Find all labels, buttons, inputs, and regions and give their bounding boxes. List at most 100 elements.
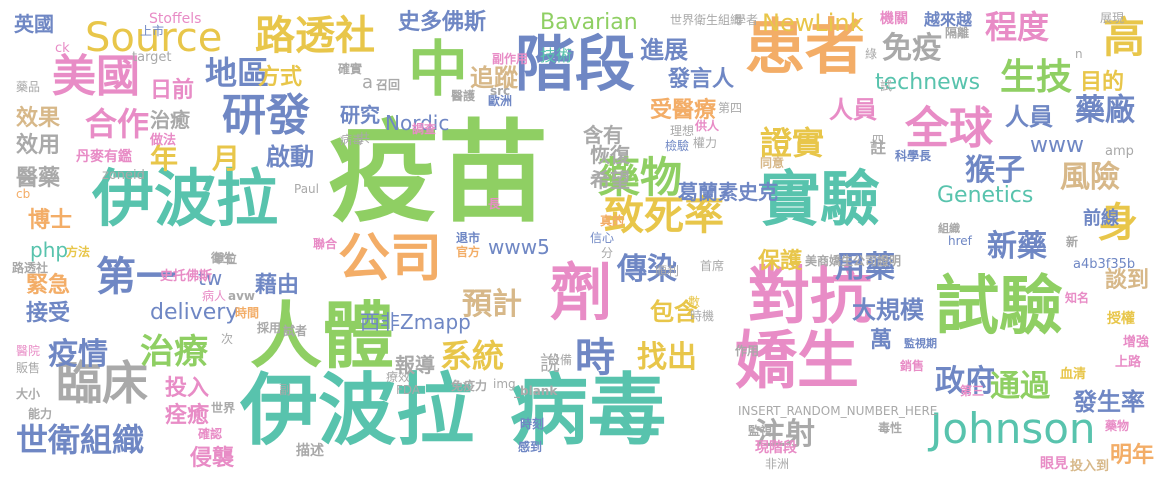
cloud-word: 病毒 [510, 366, 667, 456]
cloud-word: delivery [150, 300, 239, 325]
cloud-word: 副 [279, 383, 292, 397]
cloud-word: 生技 [1000, 57, 1073, 98]
cloud-word: 監視期 [904, 337, 937, 350]
cloud-word: 第三 [960, 384, 985, 398]
cloud-word: 目的 [1080, 70, 1125, 95]
cloud-word: 銷售 [900, 359, 925, 373]
cloud-word: 證實 [760, 124, 825, 162]
cloud-word: Bavarian [540, 10, 638, 35]
cloud-word: 知名 [1065, 291, 1090, 305]
cloud-word: 人員 [1005, 103, 1053, 131]
cloud-word: 前線 [1083, 208, 1119, 229]
cloud-word: target [132, 50, 172, 65]
cloud-word: 明年 [1110, 443, 1155, 468]
cloud-word: 新 [1066, 235, 1079, 249]
cloud-word: 保護 [758, 249, 803, 274]
cloud-word: 機關 [880, 11, 908, 27]
cloud-word: 衛生 [211, 251, 236, 265]
cloud-word: _blank [514, 384, 558, 398]
cloud-word: 能力 [28, 407, 53, 421]
cloud-word: 同意 [760, 156, 785, 170]
cloud-word: www5 [488, 235, 550, 259]
cloud-word: 丹麥 [76, 149, 104, 165]
cloud-word: 用藥 [835, 250, 895, 285]
cloud-word: 綠 [865, 47, 878, 61]
cloud-word: 退市 [456, 231, 481, 245]
cloud-word: 試驗 [935, 270, 1063, 344]
cloud-word: 程度 [985, 8, 1050, 46]
cloud-word: INSERT_RANDOM_NUMBER_HERE [738, 404, 938, 418]
cloud-word: 理想 [670, 124, 695, 138]
cloud-word: 組織 [938, 222, 960, 235]
cloud-word: a [362, 72, 374, 93]
cloud-word: 世衛組織 [16, 421, 145, 459]
cloud-word: a4b3f35b [1073, 257, 1136, 272]
cloud-word: 談到 [1105, 268, 1150, 293]
cloud-word: 歐洲 [488, 94, 513, 108]
cloud-word: 月 [212, 142, 241, 175]
cloud-word: 時機 [690, 309, 715, 323]
cloud-word: FDA [396, 383, 421, 397]
cloud-word: 疫情 [48, 337, 108, 372]
cloud-word: 對抗 [748, 259, 873, 332]
cloud-word: 患者 [745, 13, 865, 83]
cloud-word: 免疫力 [451, 379, 488, 393]
cloud-word: 階段 [515, 30, 635, 100]
cloud-word: 時間 [235, 306, 260, 320]
cloud-word: 增強 [1123, 335, 1150, 350]
cloud-word: Nordic [385, 111, 450, 135]
cloud-word: 大小 [16, 387, 41, 401]
cloud-word: 描述 [296, 443, 324, 459]
cloud-word: avw [228, 289, 256, 303]
cloud-word: 通過 [990, 369, 1050, 404]
cloud-word: 眼見 [1040, 456, 1068, 472]
cloud-word: 注射 [755, 417, 815, 452]
cloud-word: Source [85, 15, 223, 61]
cloud-word: 史托佛斯 [160, 269, 213, 284]
cloud-word: 風險 [1060, 160, 1120, 195]
cloud-word: 毒性 [878, 421, 903, 435]
cloud-word: 發生率 [1073, 388, 1145, 416]
cloud-word: 政府 [935, 364, 995, 399]
cloud-word: 受醫療 [650, 98, 717, 123]
cloud-word: 藥品 [16, 80, 41, 94]
cloud-word: 希望 [590, 168, 630, 192]
cloud-word: 官方 [456, 245, 481, 259]
cloud-word: 找出 [637, 340, 697, 375]
cloud-word: 展現 [1100, 11, 1125, 25]
cloud-word: www [1030, 133, 1084, 158]
cloud-word: 藉由 [255, 273, 300, 298]
cloud-word: 聯合 [313, 237, 338, 251]
cloud-word: 路透社 [255, 13, 375, 59]
cloud-word: 投入到 [1070, 459, 1110, 474]
cloud-word: 分 [601, 246, 614, 260]
cloud-word: 註 [870, 138, 887, 157]
cloud-word: 緊急 [26, 273, 71, 298]
cloud-word: 副作用 [492, 52, 529, 66]
cloud-word: Paul [294, 182, 319, 196]
cloud-word: Stoffels [149, 11, 202, 27]
cloud-word: 發言人 [668, 67, 735, 92]
cloud-word: 實驗 [760, 165, 880, 235]
cloud-word: 美國 [52, 51, 140, 102]
cloud-word: 路透社 [12, 261, 49, 275]
cloud-word: 伊波拉 [92, 162, 279, 235]
cloud-word: 療效 [386, 370, 411, 384]
cloud-word: 現階段 [755, 440, 797, 456]
cloud-word: 血清 [1060, 367, 1087, 382]
cloud-word: 四 [872, 133, 885, 147]
cloud-word: 進展 [640, 36, 688, 64]
cloud-word: 單位 [213, 252, 238, 266]
cloud-word: 英國 [14, 12, 54, 36]
cloud-word: href [948, 234, 972, 248]
cloud-word: 採用 [257, 321, 282, 335]
cloud-word: 中 [408, 35, 468, 105]
cloud-word: 第四 [718, 101, 743, 115]
cloud-word: 合作 [85, 105, 150, 143]
cloud-word: 劑 [550, 256, 613, 329]
cloud-word: 地區 [205, 54, 270, 92]
cloud-word: NewLink [762, 9, 864, 37]
cloud-word: 醫護 [451, 89, 476, 103]
cloud-word: 技術 [540, 46, 573, 65]
